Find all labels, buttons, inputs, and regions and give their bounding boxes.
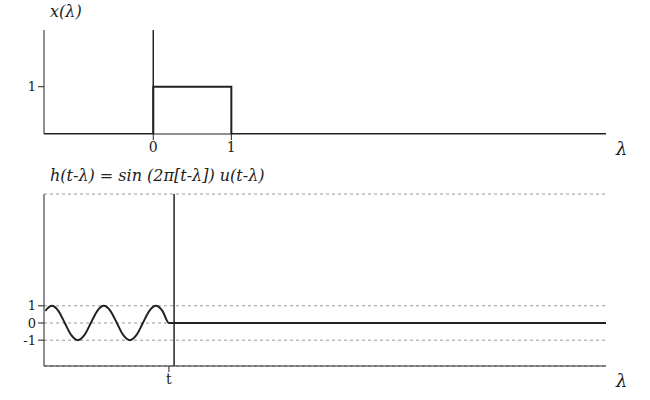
svg-text:1: 1 — [28, 79, 36, 94]
svg-text:t: t — [166, 371, 172, 387]
svg-text:1: 1 — [28, 298, 36, 313]
svg-text:λ: λ — [615, 370, 627, 391]
html-text:h(t-λ) = sin (2π[t-λ]) u(t-λ): h(t-λ) = sin (2π[t-λ]) u(t-λ) — [50, 166, 265, 185]
svg-text:1: 1 — [227, 139, 236, 155]
html-text:x(λ): x(λ) — [50, 2, 82, 21]
svg-text:0: 0 — [149, 139, 158, 155]
svg-text:-1: -1 — [23, 333, 36, 348]
svg-text:λ: λ — [615, 138, 627, 159]
svg-text:0: 0 — [28, 316, 36, 331]
